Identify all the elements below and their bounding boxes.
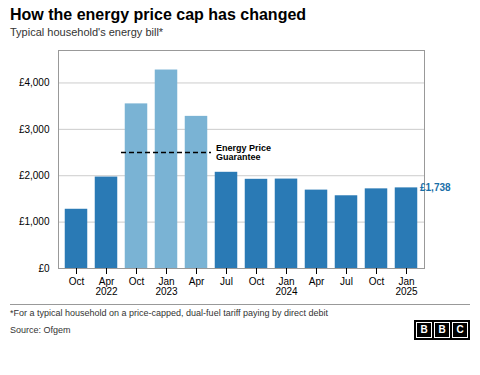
svg-text:Jan2025: Jan2025 [395, 276, 418, 297]
html-text:Typical household's energy bil: Typical household's energy bill* [10, 26, 164, 38]
svg-text:Apr: Apr [309, 276, 325, 287]
svg-text:Oct: Oct [369, 276, 385, 287]
svg-text:Oct: Oct [69, 276, 85, 287]
svg-text:Jul: Jul [220, 276, 233, 287]
svg-text:Oct: Oct [129, 276, 145, 287]
html-text:Source: Ofgem: Source: Ofgem [10, 325, 71, 335]
svg-text:£1,738: £1,738 [420, 182, 451, 193]
html-text:C: C [456, 324, 464, 335]
svg-text:Jan2023: Jan2023 [155, 276, 178, 297]
svg-text:Jul: Jul [340, 276, 353, 287]
svg-text:Apr: Apr [189, 276, 205, 287]
svg-text:£2,000: £2,000 [19, 170, 50, 181]
svg-text:Energy PriceGuarantee: Energy PriceGuarantee [216, 143, 271, 162]
html-text:How the energy price cap has c: How the energy price cap has changed [10, 6, 307, 23]
svg-text:£3,000: £3,000 [19, 124, 50, 135]
html-text:B: B [420, 324, 428, 335]
svg-text:£4,000: £4,000 [19, 77, 50, 88]
html-text:*For a typical household on a: *For a typical household on a price-capp… [10, 308, 328, 318]
svg-text:Jan2024: Jan2024 [275, 276, 298, 297]
svg-text:Apr2022: Apr2022 [95, 276, 118, 297]
svg-text:£0: £0 [38, 263, 50, 274]
html-text:B: B [438, 324, 446, 335]
svg-text:Oct: Oct [249, 276, 265, 287]
svg-text:£1,000: £1,000 [19, 216, 50, 227]
